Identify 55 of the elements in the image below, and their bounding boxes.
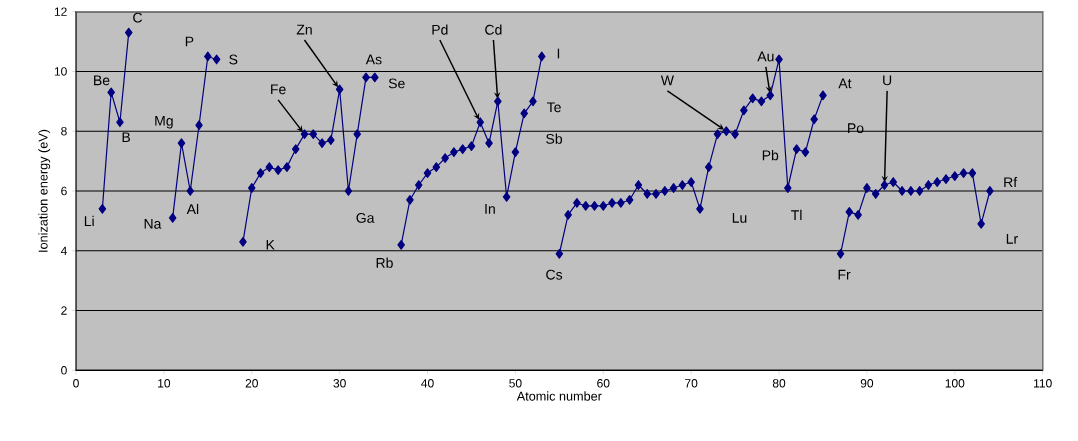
annotation: C <box>133 12 143 23</box>
x-tick-label: 30 <box>333 379 346 388</box>
x-tick-label: 40 <box>421 379 434 388</box>
annotation: B <box>122 132 131 143</box>
annotation: Fr <box>838 269 851 280</box>
annotation: Li <box>84 215 94 226</box>
annotation: In <box>485 204 495 214</box>
x-tick-label: 50 <box>509 379 522 388</box>
annotation: At <box>838 78 852 89</box>
annotation: Fe <box>271 84 286 95</box>
y-tick-label: 0 <box>61 366 67 375</box>
annotation: P <box>185 36 194 47</box>
annotation: Na <box>144 218 162 229</box>
annotation: Rb <box>376 257 393 268</box>
annotation: Cs <box>546 269 563 280</box>
annotation: W <box>660 75 674 86</box>
x-tick-label: 60 <box>597 379 610 388</box>
annotation: Ga <box>356 212 375 223</box>
annotation: Tl <box>791 209 802 220</box>
annotation: Se <box>388 78 405 89</box>
y-tick-label: 12 <box>54 7 67 16</box>
annotation: Cd <box>485 24 502 35</box>
x-axis-title: Atomic number <box>516 391 602 401</box>
annotation: Be <box>94 75 110 86</box>
y-tick-label: 10 <box>54 67 67 76</box>
annotation: Po <box>848 123 864 134</box>
annotation: Pd <box>432 24 448 35</box>
annotation: I <box>557 48 560 59</box>
annotation: Te <box>546 102 561 113</box>
x-tick-label: 80 <box>772 379 786 388</box>
x-tick-label: 20 <box>245 379 258 388</box>
y-axis-title: Ionization energy (eV) <box>38 129 51 252</box>
annotation: S <box>229 54 238 65</box>
annotation: Pb <box>762 149 779 161</box>
annotation: Au <box>757 51 774 62</box>
annotation: Lr <box>1006 234 1018 244</box>
x-tick-label: 10 <box>158 379 171 388</box>
x-tick-label: 100 <box>945 379 965 388</box>
y-tick-label: 8 <box>61 126 67 136</box>
annotation: Al <box>186 203 199 214</box>
x-tick-label: 70 <box>685 379 698 388</box>
annotation: As <box>365 54 382 65</box>
annotation: Rf <box>1004 176 1018 188</box>
x-tick-label: 0 <box>73 379 79 388</box>
annotation: Sb <box>546 133 563 144</box>
annotation: Zn <box>296 24 312 35</box>
y-tick-label: 6 <box>61 186 67 196</box>
annotation: Mg <box>155 115 173 129</box>
annotation: K <box>266 239 275 250</box>
annotation: U <box>883 75 892 86</box>
x-tick-label: 90 <box>860 379 874 388</box>
y-tick-label: 4 <box>60 246 67 255</box>
annotation: Lu <box>732 213 747 223</box>
x-tick-label: 110 <box>1034 379 1052 388</box>
y-tick-label: 2 <box>61 306 67 315</box>
